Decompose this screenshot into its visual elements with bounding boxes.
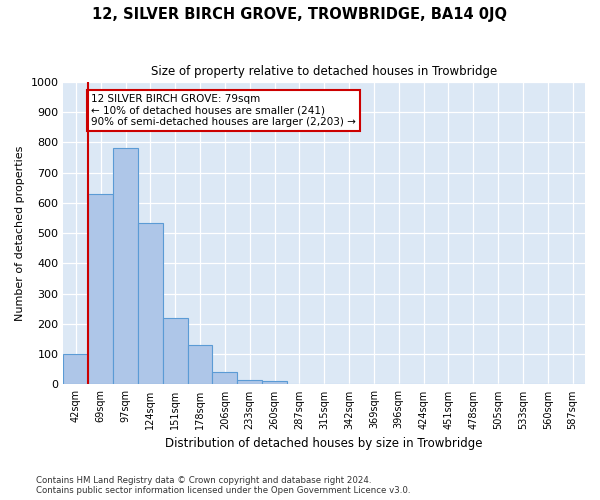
Bar (262, 382, 287, 384)
Y-axis label: Number of detached properties: Number of detached properties (15, 146, 25, 321)
Title: Size of property relative to detached houses in Trowbridge: Size of property relative to detached ho… (151, 65, 497, 78)
Bar (163, 318, 188, 384)
Bar (64, 354, 88, 384)
Bar (88, 194, 113, 384)
Text: 12, SILVER BIRCH GROVE, TROWBRIDGE, BA14 0JQ: 12, SILVER BIRCH GROVE, TROWBRIDGE, BA14… (92, 8, 508, 22)
X-axis label: Distribution of detached houses by size in Trowbridge: Distribution of detached houses by size … (166, 437, 483, 450)
Bar (237, 380, 262, 384)
Bar (188, 345, 212, 385)
Text: Contains HM Land Registry data © Crown copyright and database right 2024.
Contai: Contains HM Land Registry data © Crown c… (36, 476, 410, 495)
Bar (138, 222, 163, 384)
Bar (212, 372, 237, 384)
Text: 12 SILVER BIRCH GROVE: 79sqm
← 10% of detached houses are smaller (241)
90% of s: 12 SILVER BIRCH GROVE: 79sqm ← 10% of de… (91, 94, 356, 127)
Bar (113, 148, 138, 384)
